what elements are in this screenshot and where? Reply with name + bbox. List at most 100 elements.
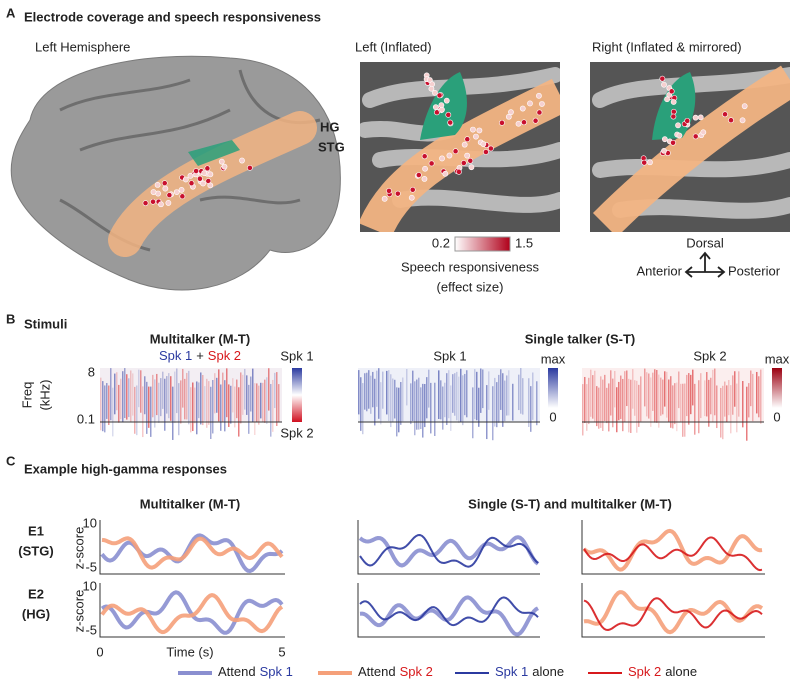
electrode <box>499 119 505 126</box>
stripe <box>658 374 660 428</box>
stripe <box>736 383 738 433</box>
subtitle-part: Spk 1 <box>159 348 192 363</box>
stripe <box>402 377 404 422</box>
stripe <box>358 370 360 415</box>
electrode <box>692 114 699 121</box>
stripe <box>508 370 510 416</box>
panel-letter: C <box>6 453 16 468</box>
view-label: Left Hemisphere <box>35 39 130 54</box>
axis <box>99 583 285 638</box>
stripe <box>108 385 110 425</box>
stripe <box>644 368 646 407</box>
trace <box>583 536 763 572</box>
stripe <box>582 384 584 436</box>
region-label: STG <box>318 139 345 154</box>
stripe <box>396 387 398 437</box>
stripe <box>238 387 240 437</box>
stripe <box>136 385 138 436</box>
stripe <box>590 369 592 417</box>
axis <box>581 583 765 638</box>
electrode <box>536 109 543 116</box>
stripe <box>128 378 130 418</box>
electrode <box>386 187 392 194</box>
electrode <box>668 88 675 95</box>
electrode <box>700 129 707 136</box>
stripe <box>662 379 664 415</box>
stripe <box>728 379 730 416</box>
stripe <box>478 387 480 427</box>
stripe <box>162 371 164 409</box>
stripe <box>370 375 372 414</box>
electrodes <box>142 72 748 208</box>
axis <box>99 520 285 575</box>
stripe <box>616 387 618 433</box>
colorbar-max: max <box>765 351 790 366</box>
stripe <box>624 371 626 423</box>
stripe <box>688 373 690 425</box>
stripe <box>184 378 186 420</box>
panel-title: Example high-gamma responses <box>24 461 227 476</box>
stripe <box>392 378 394 423</box>
stripe <box>674 383 676 425</box>
stripe <box>118 384 120 423</box>
trace <box>100 593 284 635</box>
stripe <box>134 386 136 434</box>
stripe <box>584 376 586 424</box>
stripe <box>464 373 466 416</box>
stripe <box>124 368 126 418</box>
stripe <box>114 373 116 415</box>
electrode <box>409 186 416 193</box>
orientation: Anterior <box>636 263 682 278</box>
stripe <box>520 368 522 414</box>
y-tick-label: 10 <box>83 515 97 530</box>
stripe <box>174 371 176 424</box>
electrode <box>452 148 459 155</box>
stripe <box>398 387 400 433</box>
stripe <box>472 387 474 439</box>
stripe <box>608 383 610 432</box>
stripe <box>200 372 202 425</box>
stripe <box>666 371 668 418</box>
stripe <box>240 372 242 424</box>
electrode <box>421 175 428 182</box>
colorbar-min: 0 <box>549 409 556 424</box>
electrode <box>539 101 545 107</box>
spectrogram-subtitle: Spk 1 + Spk 2 <box>159 348 241 363</box>
stripe <box>706 372 708 417</box>
stripe <box>694 383 696 435</box>
stripe <box>262 382 264 422</box>
stripe <box>604 374 606 422</box>
stripe <box>212 380 214 434</box>
stripe <box>158 382 160 423</box>
electrode <box>204 165 211 172</box>
stripe <box>190 387 192 433</box>
stripe <box>376 370 378 407</box>
legend-speaker: Spk 2 <box>400 664 433 679</box>
brain-inflated-left <box>360 62 560 232</box>
electrode <box>508 109 514 116</box>
stripe <box>710 377 712 415</box>
stripe <box>598 387 600 429</box>
electrode <box>670 99 677 105</box>
electrode <box>641 159 648 166</box>
stripe <box>628 378 630 433</box>
stripe <box>192 382 194 432</box>
electrode <box>415 172 422 178</box>
stripe <box>112 387 114 437</box>
stripe <box>390 374 392 428</box>
electrode <box>480 141 487 147</box>
stripe <box>682 383 684 437</box>
electrode <box>515 120 522 127</box>
stripe <box>638 384 640 427</box>
stripe <box>368 370 370 409</box>
stripe <box>428 369 430 408</box>
electrode <box>728 117 734 124</box>
legend-suffix: alone <box>665 664 697 679</box>
stripe <box>186 372 188 420</box>
stripe <box>588 377 590 425</box>
electrode <box>201 170 208 177</box>
electrode-region: (HG) <box>22 606 50 621</box>
stripe <box>732 375 734 415</box>
stripe <box>154 379 156 428</box>
stripe <box>152 374 154 418</box>
